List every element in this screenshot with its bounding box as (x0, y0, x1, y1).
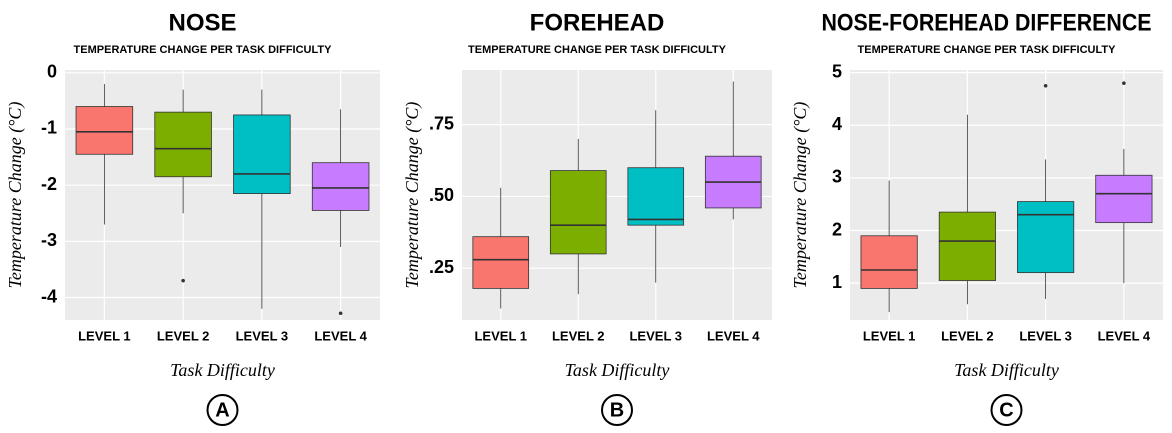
box (938, 211, 996, 281)
chart-subtitle: TEMPERATURE CHANGE PER TASK DIFFICULTY (74, 44, 333, 56)
panel: FOREHEAD TEMPERATURE CHANGE PER TASK DIFF… (402, 9, 772, 426)
panel-label: A (215, 399, 229, 421)
y-tick-label: 5 (832, 61, 842, 81)
chart-title: NOSE-FOREHEAD DIFFERENCE (822, 9, 1152, 36)
box (75, 106, 134, 155)
y-tick-label: 2 (832, 219, 842, 239)
panel-badge (601, 394, 633, 426)
y-tick-label: 4 (832, 114, 842, 134)
y-tick-label: .25 (429, 257, 454, 277)
x-tick-label: LEVEL 2 (157, 328, 210, 343)
outlier (1043, 83, 1048, 88)
x-tick-label: LEVEL 3 (629, 328, 682, 343)
y-tick-label: -4 (41, 286, 57, 306)
y-tick-label: -2 (41, 174, 57, 194)
x-tick-label: LEVEL 1 (863, 328, 916, 343)
box (311, 162, 370, 211)
outlier (338, 311, 343, 316)
y-tick-label: 1 (832, 272, 842, 292)
x-tick-label: LEVEL 2 (941, 328, 994, 343)
y-axis-label: Temperature Change (°C) (5, 102, 26, 289)
x-tick-label: LEVEL 1 (78, 328, 131, 343)
panel: NOSE-FOREHEAD DIFFERENCE TEMPERATURE CHAN… (790, 9, 1163, 426)
panel-label: B (610, 399, 624, 421)
x-tick-label: LEVEL 4 (707, 328, 760, 343)
y-tick-label: -3 (41, 230, 57, 250)
panel-label: C (999, 399, 1013, 421)
chart-subtitle: TEMPERATURE CHANGE PER TASK DIFFICULTY (858, 44, 1117, 56)
x-tick-label: LEVEL 3 (236, 328, 289, 343)
outlier (181, 278, 185, 283)
box (860, 235, 918, 289)
y-tick-label: .50 (429, 185, 454, 205)
x-axis-label: Task Difficulty (170, 360, 275, 380)
panel: NOSE TEMPERATURE CHANGE PER TASK DIFFICUL… (5, 9, 380, 426)
panel-badge (990, 394, 1023, 426)
box (472, 236, 530, 289)
y-tick-label: .75 (429, 113, 454, 133)
x-tick-label: LEVEL 3 (1019, 328, 1072, 343)
y-tick-label: -1 (41, 118, 57, 138)
y-tick-label: 3 (832, 167, 842, 187)
box (1095, 174, 1153, 224)
outlier (1122, 81, 1126, 85)
box (549, 170, 607, 255)
box (154, 111, 212, 178)
y-axis-label: Temperature Change (°C) (790, 102, 811, 289)
x-tick-label: LEVEL 4 (314, 328, 367, 343)
y-axis-label: Temperature Change (°C) (402, 102, 423, 289)
box (233, 114, 291, 194)
x-tick-label: LEVEL 2 (552, 328, 605, 343)
y-tick-label: 0 (47, 62, 57, 82)
x-axis-label: Task Difficulty (565, 360, 670, 380)
box (627, 167, 685, 226)
x-axis-label: Task Difficulty (954, 360, 1059, 380)
panel-badge (206, 394, 239, 426)
chart-title: NOSE (168, 9, 236, 36)
x-tick-label: LEVEL 1 (474, 328, 527, 343)
box (1017, 201, 1075, 274)
chart-subtitle: TEMPERATURE CHANGE PER TASK DIFFICULTY (468, 44, 727, 56)
x-tick-label: LEVEL 4 (1098, 328, 1151, 343)
chart-title: FOREHEAD (530, 9, 665, 36)
